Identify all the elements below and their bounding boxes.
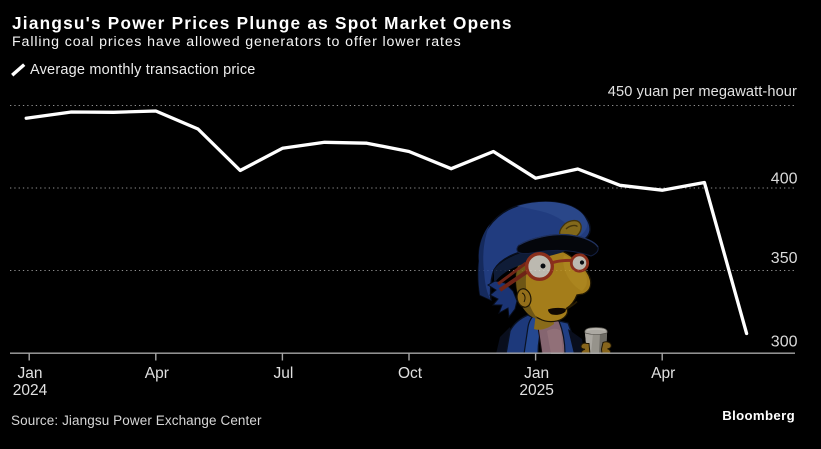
- svg-text:Apr: Apr: [145, 365, 169, 382]
- svg-text:400: 400: [771, 171, 798, 188]
- svg-text:Apr: Apr: [651, 365, 675, 382]
- svg-text:300: 300: [771, 334, 798, 351]
- svg-text:2025: 2025: [519, 382, 553, 399]
- svg-text:Jul: Jul: [273, 365, 293, 382]
- svg-text:2024: 2024: [13, 382, 48, 399]
- svg-text:350: 350: [771, 250, 798, 267]
- svg-text:Oct: Oct: [398, 365, 423, 382]
- svg-text:Jan: Jan: [524, 365, 549, 382]
- svg-text:Jan: Jan: [18, 365, 43, 382]
